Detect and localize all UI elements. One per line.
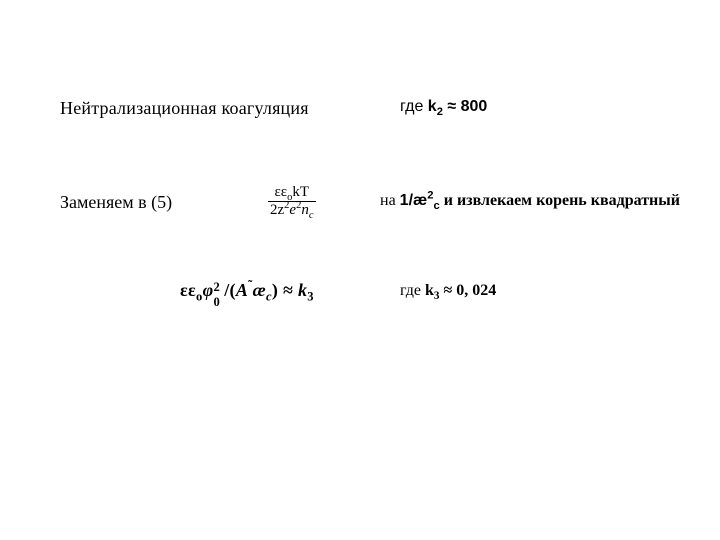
den-2z: 2z (270, 202, 284, 218)
section-title: Нейтрализационная коагуляция (60, 98, 309, 119)
where3-prefix: где (400, 282, 425, 299)
replace-label: Заменяем в (5) (60, 192, 172, 213)
den-n: n (301, 202, 309, 218)
right-suffix: и извлекаем корень квадратный (440, 192, 680, 209)
inv-main: 1/æ (400, 192, 428, 209)
num-eps: εε (274, 184, 287, 200)
fraction-numerator: εεokT (268, 184, 316, 202)
fraction-expression: εεokT 2z2e2nc (268, 184, 316, 218)
k3-symbol: k (425, 282, 434, 299)
where-prefix: где (400, 98, 428, 115)
fraction: εεokT 2z2e2nc (268, 184, 316, 218)
approx-sign: ≈ (443, 98, 461, 115)
right-prefix: на (380, 192, 400, 209)
num-kt: kT (292, 184, 309, 200)
den-nsub: c (309, 210, 314, 221)
f-A: A (236, 280, 248, 300)
where-k2: где k2 ≈ 800 (400, 98, 487, 116)
k-symbol: k (428, 98, 437, 115)
f-o: o (196, 290, 203, 304)
replace-right: на 1/æ2c и извлекаем корень квадратный (380, 192, 680, 210)
fraction-denominator: 2z2e2nc (268, 202, 316, 219)
k3-value: 0, 024 (456, 282, 496, 299)
f-ksub: 3 (307, 290, 314, 304)
where-k3: где k3 ≈ 0, 024 (400, 282, 496, 300)
f-phi: φ (203, 280, 214, 300)
f-eps: εε (180, 280, 196, 300)
formula-3: εεoφ20/(A˜æc) ≈ k3 (180, 280, 314, 301)
k3-approx: ≈ (440, 282, 457, 299)
f-ae: æ (253, 280, 266, 300)
f-approx: ≈ (278, 280, 298, 300)
f-k: k (298, 280, 307, 300)
k2-value: 800 (461, 98, 488, 115)
